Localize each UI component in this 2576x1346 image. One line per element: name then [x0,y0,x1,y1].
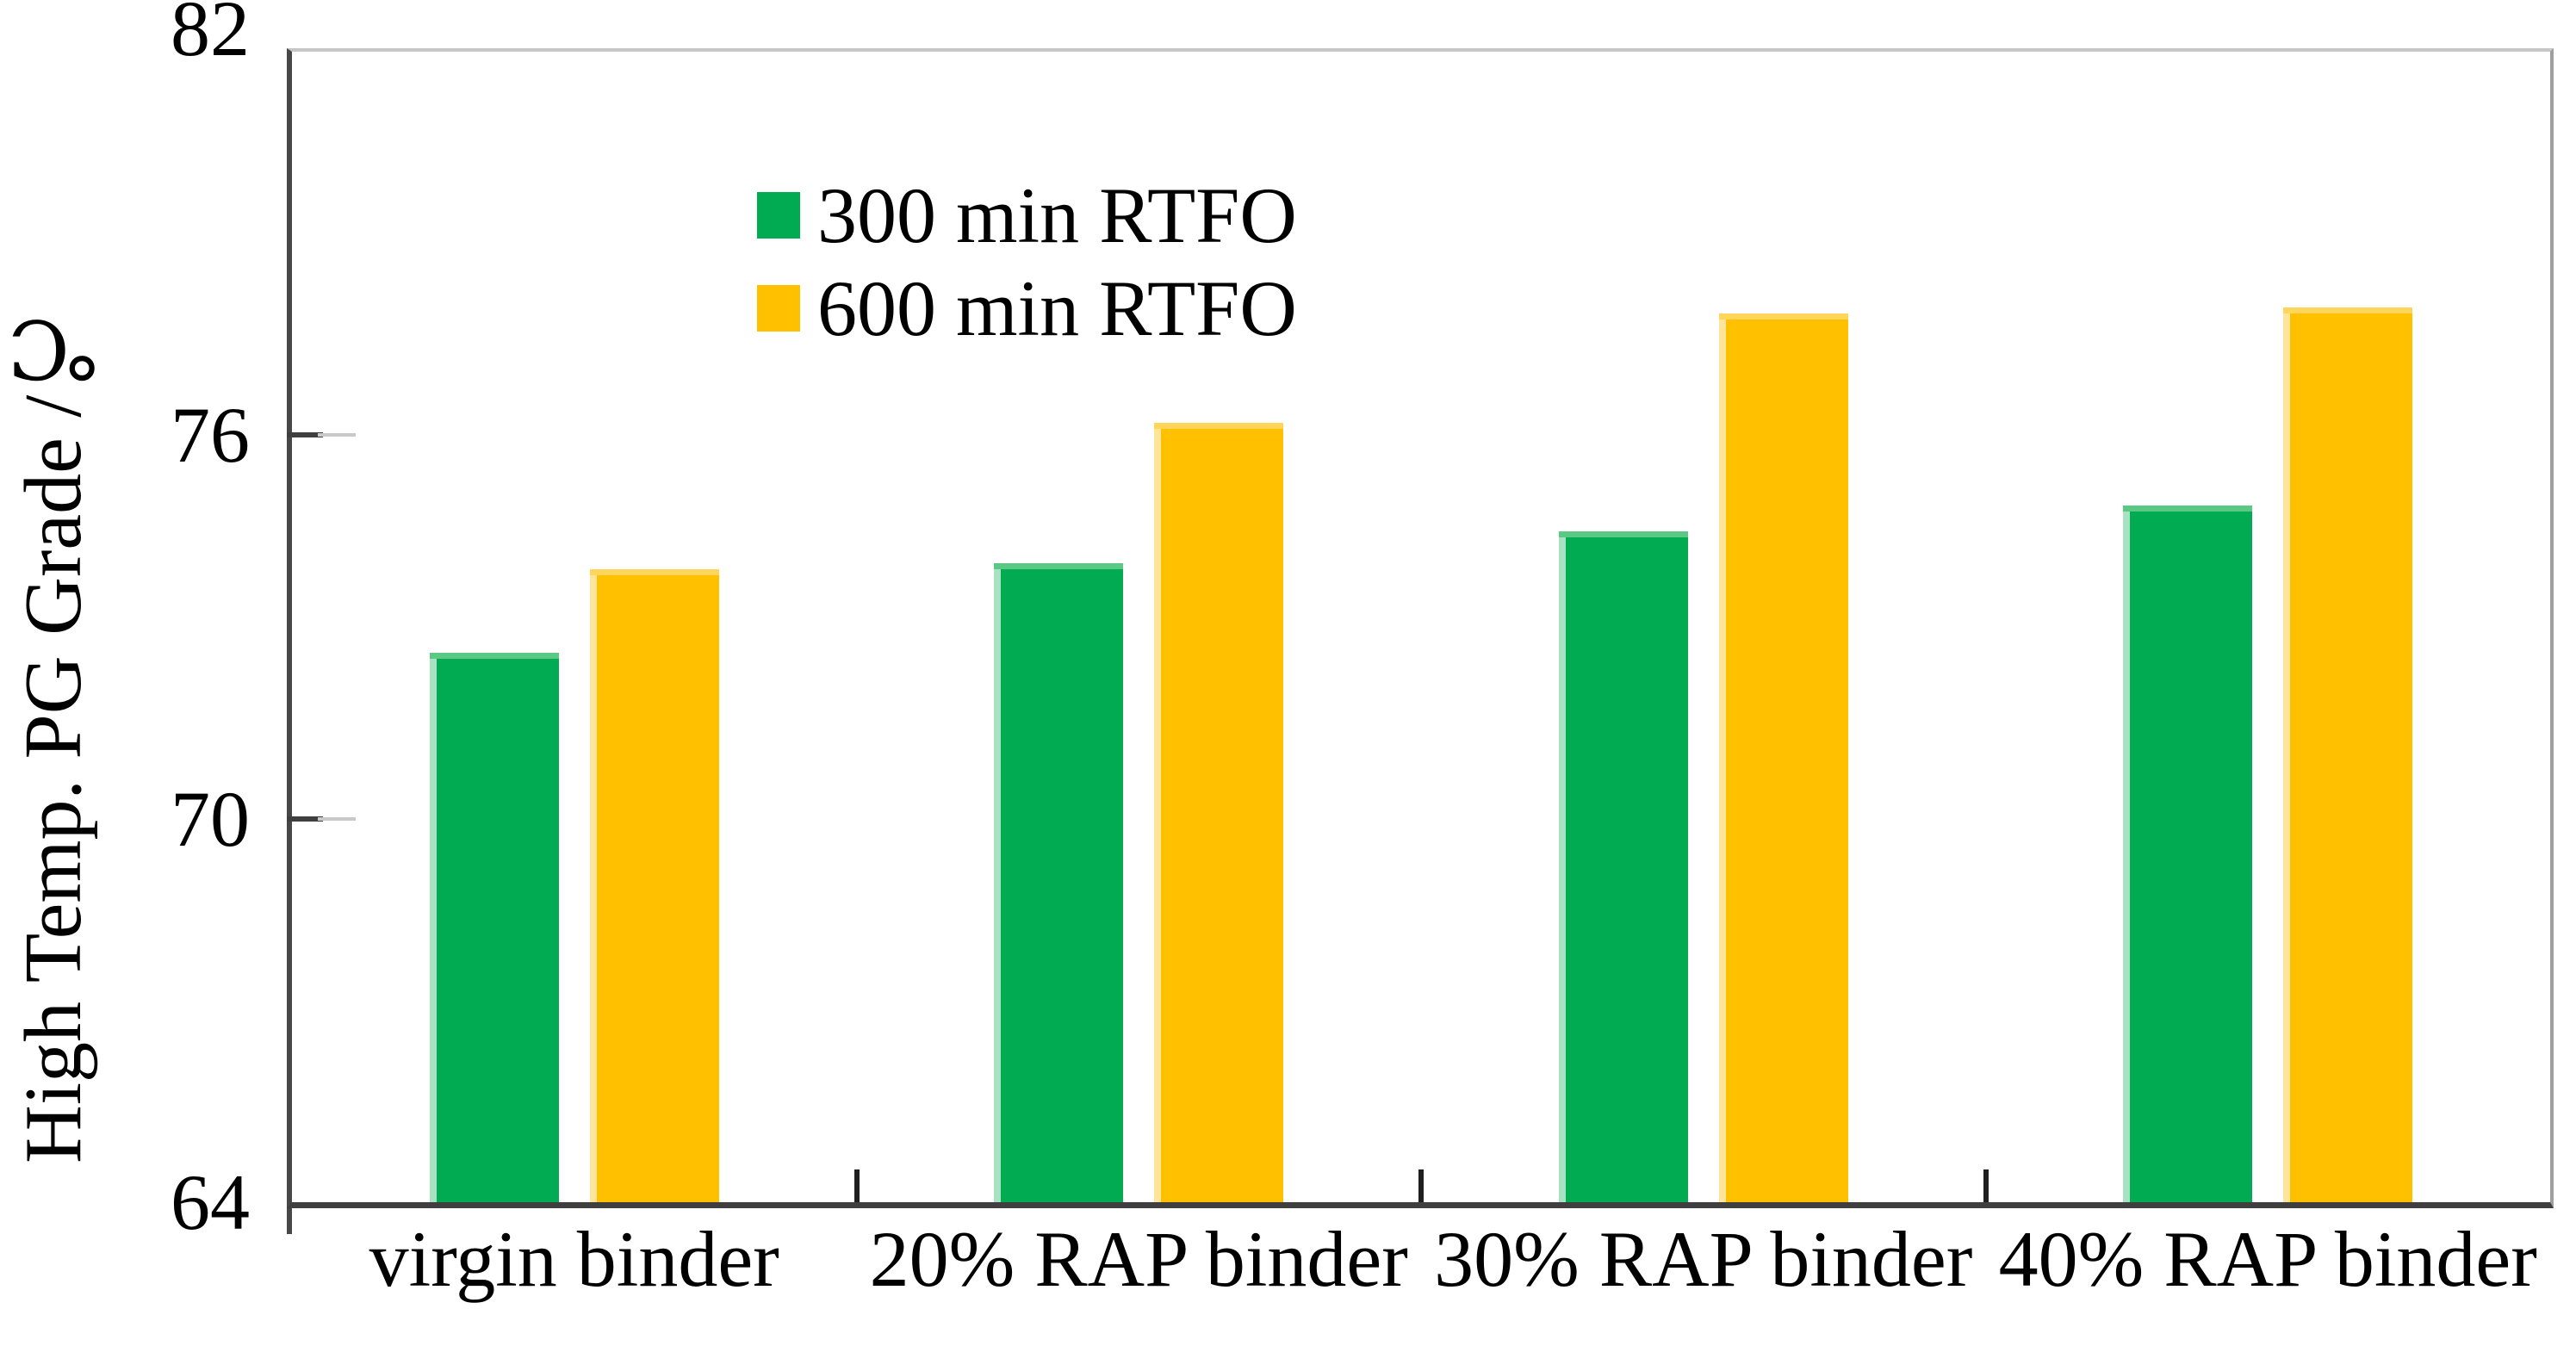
x-category-label: virgin binder [369,1215,779,1303]
bar-600-min-rtfo-virgin-binder [589,569,719,1202]
legend-label: 300 min RTFO [817,171,1297,259]
x-category-label: 40% RAP binder [1998,1215,2537,1303]
bar-600-min-rtfo-20-rap-binder [1154,422,1284,1202]
bar-300-min-rtfo-20-rap-binder [994,562,1124,1202]
y-tick-mark-70 [287,816,356,822]
x-category-label: 20% RAP binder [869,1215,1408,1303]
legend: 300 min RTFO 600 min RTFO [757,176,1297,377]
legend-item-300: 300 min RTFO [757,176,1297,255]
y-tick-mark-tail [318,816,356,821]
x-tick-mark [1418,1169,1424,1202]
y-tick-label: 82 [171,0,250,73]
bar-300-min-rtfo-30-rap-binder [1558,530,1688,1202]
x-tick-mark [1983,1169,1989,1202]
bar-600-min-rtfo-40-rap-binder [2283,307,2413,1202]
category-slot-40-rap-binder [1986,52,2551,1202]
y-tick-mark-76 [287,432,356,438]
x-tick-mark [853,1169,860,1202]
legend-swatch-yellow [757,285,800,332]
category-slot-virgin-binder [292,52,857,1202]
plot-area: 300 min RTFO 600 min RTFO [287,48,2554,1234]
bar-600-min-rtfo-30-rap-binder [1718,313,1848,1202]
legend-item-600: 600 min RTFO [757,269,1297,348]
bar-300-min-rtfo-virgin-binder [429,652,559,1202]
axis-corner-tick [287,1208,292,1234]
y-tick-label: 64 [171,1158,250,1246]
x-axis-category-labels: virgin binder 20% RAP binder 30% RAP bin… [292,1215,2550,1303]
category-slot-30-rap-binder [1421,52,1986,1202]
legend-label: 600 min RTFO [817,264,1297,352]
bar-300-min-rtfo-40-rap-binder [2123,505,2253,1202]
category-slot-20-rap-binder [857,52,1422,1202]
y-tick-label: 76 [171,391,250,480]
y-tick-label: 70 [171,774,250,863]
legend-swatch-green [757,192,800,239]
y-axis-tick-labels: 82 76 70 64 [0,0,260,1242]
x-category-label: 30% RAP binder [1434,1215,1973,1303]
y-tick-mark-tail [318,433,356,437]
bars-container [292,52,2550,1202]
plot-inner: 300 min RTFO 600 min RTFO [287,52,2550,1234]
